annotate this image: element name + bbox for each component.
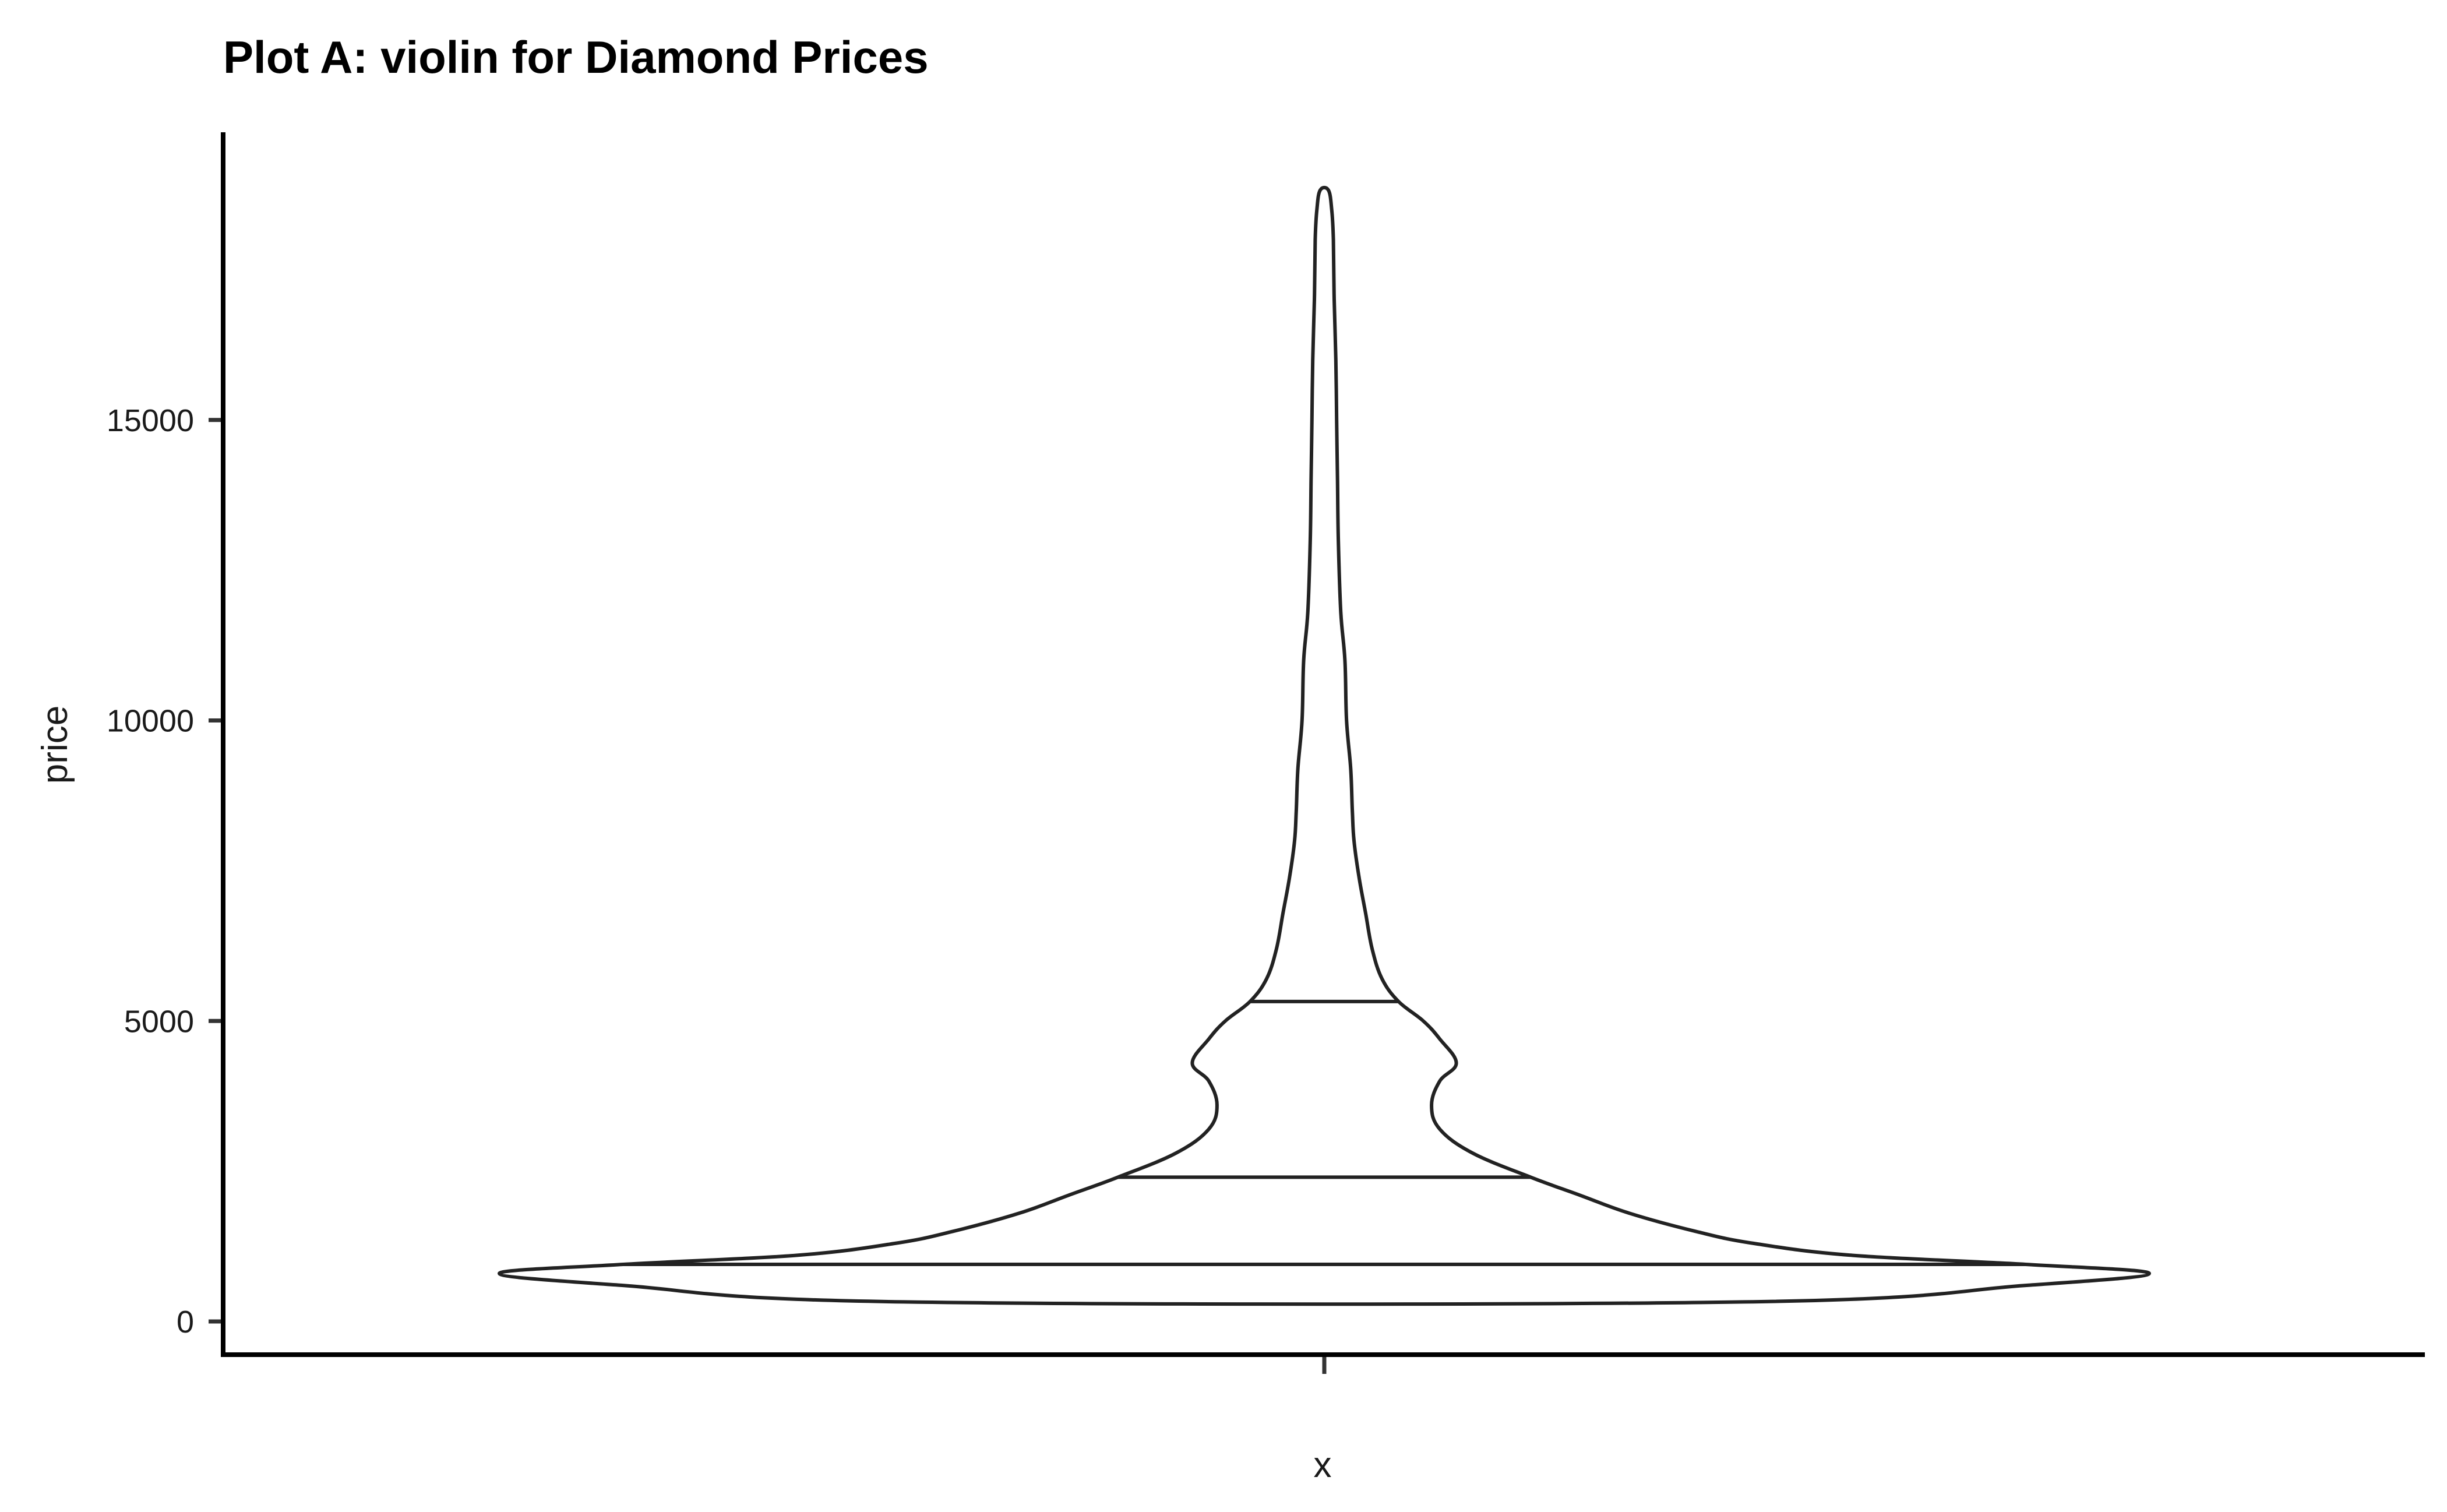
- y-axis-label: price: [35, 706, 75, 784]
- y-tick-label: 15000: [107, 403, 194, 438]
- plot-marks: [498, 185, 2151, 1306]
- chart-title: Plot A: violin for Diamond Prices: [223, 31, 929, 83]
- violin-body: [498, 185, 2151, 1306]
- y-tick-label: 5000: [124, 1004, 194, 1039]
- x-axis-label: x: [1314, 1445, 1332, 1485]
- y-tick-label: 0: [177, 1305, 194, 1340]
- y-tick-label: 10000: [107, 704, 194, 739]
- y-axis-ticks: 0 5000 10000 15000: [107, 403, 223, 1340]
